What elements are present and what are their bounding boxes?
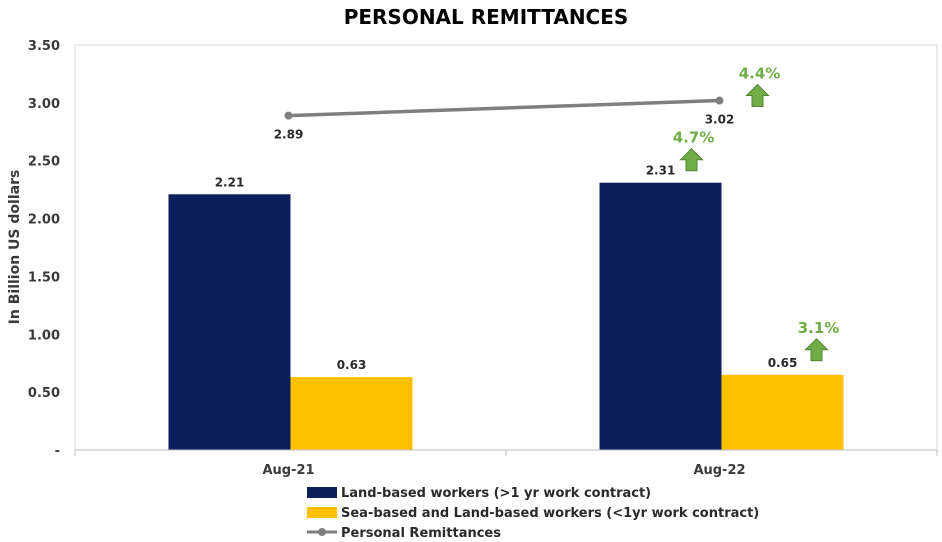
line-point [284,111,293,120]
x-tick-label: Aug-22 [693,463,745,478]
y-tick-label: 3.00 [28,97,60,112]
bar [599,182,722,450]
legend: Land-based workers (>1 yr work contract)… [307,486,759,541]
data-label: 2.21 [215,175,245,189]
data-label: 0.65 [768,356,798,370]
series-line [288,98,720,118]
chart-title: PERSONAL REMITTANCES [344,5,629,29]
legend-swatch [307,487,337,498]
data-label: 0.63 [337,358,367,372]
y-tick-label: 2.50 [28,155,60,170]
y-tick-label: 1.00 [28,328,60,343]
y-tick-label: 1.50 [28,270,60,285]
data-label: 2.89 [274,128,304,142]
y-tick-label: 3.50 [28,39,60,54]
up-arrow-icon [804,338,829,362]
y-tick-label: - [55,444,60,459]
bar [168,194,291,450]
percent-change-label: 4.7% [673,129,715,147]
legend-entry: Land-based workers (>1 yr work contract) [341,486,651,501]
percent-change-label: 3.1% [798,319,840,337]
legend-entry: Sea-based and Land-based workers (<1yr w… [341,506,759,521]
up-arrow-icon [745,83,770,108]
data-label: 2.31 [646,164,676,178]
legend-entry: Personal Remittances [341,526,501,541]
y-tick-label: 2.00 [28,213,60,228]
legend-swatch [307,507,337,518]
data-label: 3.02 [705,113,735,127]
up-arrow-icon [679,147,704,172]
percent-change-label: 4.4% [739,65,781,83]
y-axis-label: In Billion US dollars [7,170,23,325]
bar [721,374,844,450]
x-tick-label: Aug-21 [262,463,314,478]
line-point [715,96,724,105]
bar [290,377,413,450]
legend-swatch-marker [318,528,326,536]
y-tick-label: 0.50 [28,386,60,401]
